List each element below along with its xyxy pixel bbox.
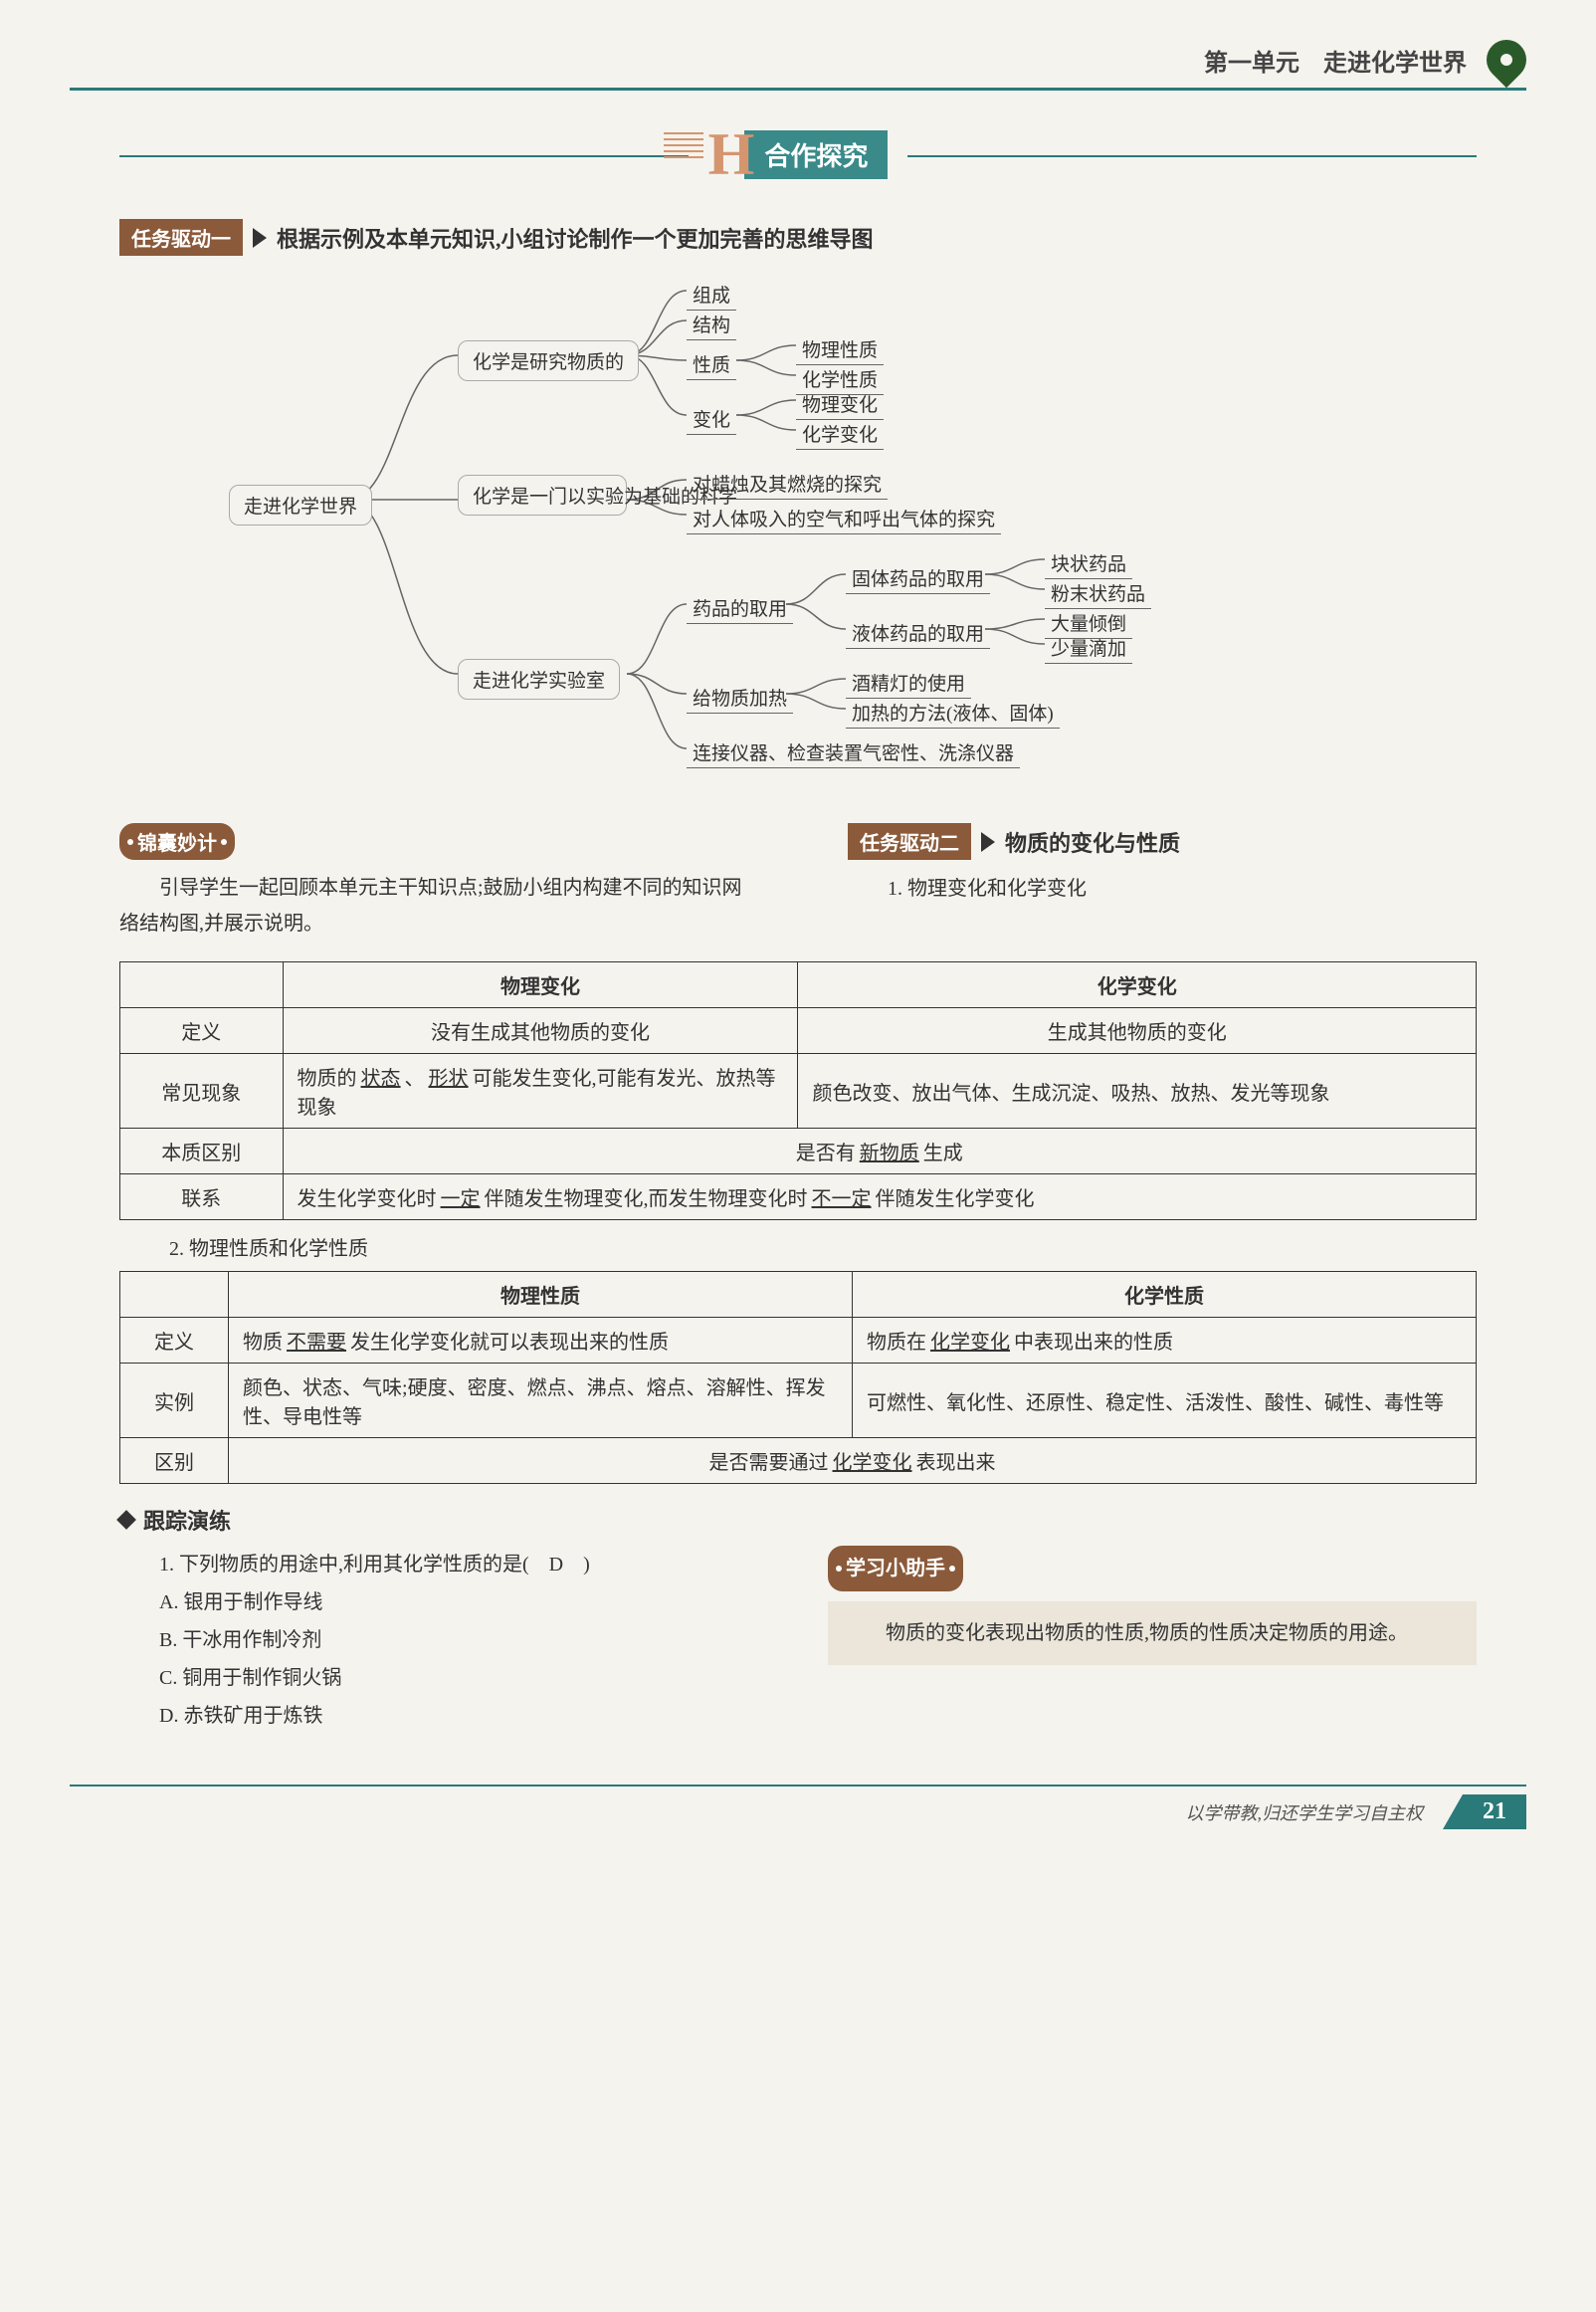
mm-b3-1-1-2: 粉末状药品	[1045, 577, 1151, 609]
mm-b1: 化学是研究物质的	[458, 340, 639, 381]
mm-b1-3: 性质	[687, 348, 736, 380]
section-letter: H	[708, 120, 755, 189]
table-2: 物理性质 化学性质 定义 物质不需要发生化学变化就可以表现出来的性质 物质在化学…	[119, 1271, 1477, 1484]
t1-r2-c1: 物质的状态、形状可能发生变化,可能有发光、放热等现象	[283, 1054, 798, 1129]
t2-r1-label: 定义	[120, 1318, 229, 1364]
page-header: 第一单元 走进化学世界	[70, 40, 1526, 91]
t1-r4: 发生化学变化时一定伴随发生物理变化,而发生物理变化时不一定伴随发生化学变化	[283, 1174, 1476, 1220]
unit-title: 第一单元 走进化学世界	[1204, 43, 1467, 78]
helper-text: 物质的变化表现出物质的性质,物质的性质决定物质的用途。	[828, 1601, 1477, 1665]
t2-r2-c2: 可燃性、氧化性、还原性、稳定性、活泼性、酸性、碱性、毒性等	[853, 1364, 1477, 1438]
t2-r1-c1: 物质不需要发生化学变化就可以表现出来的性质	[229, 1318, 853, 1364]
opt-a: A. 银用于制作导线	[119, 1583, 768, 1621]
tips-row: 锦囊妙计 引导学生一起回顾本单元主干知识点;鼓励小组内构建不同的知识网络结构图,…	[119, 823, 1477, 942]
t1-h2: 化学变化	[798, 962, 1477, 1008]
jin-label: 锦囊妙计	[119, 823, 235, 860]
t1-r3-label: 本质区别	[120, 1129, 284, 1174]
mm-b3: 走进化学实验室	[458, 659, 620, 700]
t2-h1: 物理性质	[229, 1272, 853, 1318]
mindmap: 走进化学世界 化学是研究物质的 组成 结构 性质 物理性质 化学性质 变化 物理…	[119, 276, 1477, 793]
t2-r2-label: 实例	[120, 1364, 229, 1438]
opt-d: D. 赤铁矿用于炼铁	[119, 1697, 768, 1735]
task2-text: 物质的变化与性质	[1005, 826, 1180, 858]
mm-b3-2-1: 酒精灯的使用	[846, 667, 971, 699]
mm-b1-4-1: 物理变化	[796, 388, 884, 420]
mm-b2-2: 对人体吸入的空气和呼出气体的探究	[687, 503, 1001, 534]
arrow-icon	[253, 228, 267, 248]
t1-r2-label: 常见现象	[120, 1054, 284, 1129]
arrow-icon	[981, 832, 995, 852]
mm-b3-2-2: 加热的方法(液体、固体)	[846, 697, 1060, 729]
t1-h1: 物理变化	[283, 962, 798, 1008]
mm-b1-4-2: 化学变化	[796, 418, 884, 450]
t2-r3-label: 区别	[120, 1438, 229, 1484]
task-1-row: 任务驱动一 根据示例及本单元知识,小组讨论制作一个更加完善的思维导图	[119, 219, 1477, 256]
mm-b3-2: 给物质加热	[687, 682, 793, 714]
practice-header: 跟踪演练	[119, 1504, 1477, 1536]
footer: 以学带教,归还学生学习自主权 21	[70, 1785, 1526, 1829]
page-number: 21	[1443, 1794, 1526, 1829]
task2-label: 任务驱动二	[848, 823, 971, 860]
mm-b1-2: 结构	[687, 309, 736, 340]
section-title: 合作探究	[744, 130, 888, 179]
helper-label: 学习小助手	[828, 1546, 963, 1591]
practice-columns: 1. 下列物质的用途中,利用其化学性质的是( D ) A. 银用于制作导线 B.…	[119, 1546, 1477, 1735]
mm-b3-1-1-1: 块状药品	[1045, 547, 1132, 579]
mm-b3-3: 连接仪器、检查装置气密性、洗涤仪器	[687, 736, 1020, 768]
task1-label: 任务驱动一	[119, 219, 243, 256]
mm-b1-3-1: 物理性质	[796, 333, 884, 365]
mm-b2: 化学是一门以实验为基础的科学	[458, 475, 627, 516]
mm-b1-1: 组成	[687, 279, 736, 311]
sub2: 2. 物理性质和化学性质	[169, 1232, 1526, 1261]
t1-r4-label: 联系	[120, 1174, 284, 1220]
mm-b1-4: 变化	[687, 403, 736, 435]
opt-b: B. 干冰用作制冷剂	[119, 1621, 768, 1659]
mm-b3-1-2-2: 少量滴加	[1045, 632, 1132, 664]
task1-text: 根据示例及本单元知识,小组讨论制作一个更加完善的思维导图	[277, 222, 874, 254]
footer-motto: 以学带教,归还学生学习自主权	[1186, 1799, 1424, 1825]
mm-b3-1: 药品的取用	[687, 592, 793, 624]
practice-title: 跟踪演练	[143, 1504, 231, 1536]
section-header: H 合作探究	[70, 120, 1526, 189]
mm-root: 走进化学世界	[229, 485, 372, 525]
sub1: 1. 物理变化和化学变化	[888, 872, 1477, 901]
diamond-icon	[116, 1510, 136, 1530]
t2-r3: 是否需要通过化学变化表现出来	[229, 1438, 1477, 1484]
t2-r2-c1: 颜色、状态、气味;硬度、密度、燃点、沸点、熔点、溶解性、挥发性、导电性等	[229, 1364, 853, 1438]
t1-r1-c2: 生成其他物质的变化	[798, 1008, 1477, 1054]
t1-r1-label: 定义	[120, 1008, 284, 1054]
jin-text: 引导学生一起回顾本单元主干知识点;鼓励小组内构建不同的知识网络结构图,并展示说明…	[119, 870, 748, 942]
t1-r3: 是否有新物质生成	[283, 1129, 1476, 1174]
mm-b3-1-1: 固体药品的取用	[846, 562, 990, 594]
q1: 1. 下列物质的用途中,利用其化学性质的是( D )	[119, 1546, 768, 1583]
leaf-icon	[1479, 32, 1535, 89]
t1-r1-c1: 没有生成其他物质的变化	[283, 1008, 798, 1054]
t2-h2: 化学性质	[853, 1272, 1477, 1318]
opt-c: C. 铜用于制作铜火锅	[119, 1659, 768, 1697]
table-1: 物理变化 化学变化 定义 没有生成其他物质的变化 生成其他物质的变化 常见现象 …	[119, 961, 1477, 1220]
t2-r1-c2: 物质在化学变化中表现出来的性质	[853, 1318, 1477, 1364]
mm-b3-1-2: 液体药品的取用	[846, 617, 990, 649]
t1-r2-c2: 颜色改变、放出气体、生成沉淀、吸热、放热、发光等现象	[798, 1054, 1477, 1129]
mm-b2-1: 对蜡烛及其燃烧的探究	[687, 468, 888, 500]
